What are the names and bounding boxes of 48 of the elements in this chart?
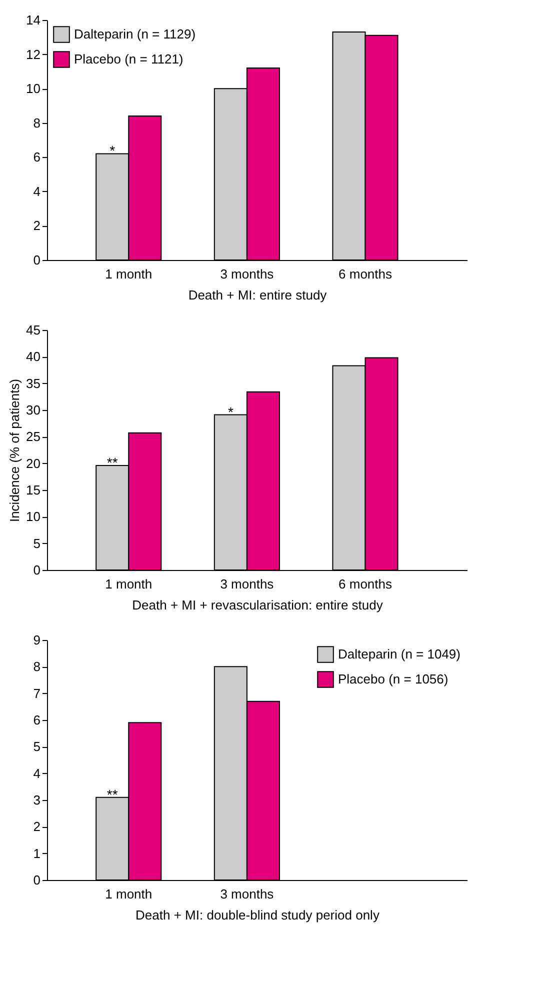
y-tick-label: 14 [26, 12, 40, 28]
x-tick-label: 3 months [220, 266, 274, 282]
x-tick-label: 1 month [105, 886, 152, 902]
y-tick-label: 0 [33, 562, 40, 578]
y-tick-label: 10 [26, 509, 40, 524]
legend-label: Placebo (n = 1056) [338, 672, 448, 686]
x-tick-label: 3 months [220, 576, 274, 592]
y-tick-label: 10 [26, 81, 40, 96]
y-tick-label: 9 [33, 632, 40, 648]
annotation: ** [106, 786, 118, 802]
y-tick-label: 35 [26, 376, 40, 391]
x-axis-title: Death + MI + revascularisation: entire study [132, 598, 384, 612]
y-tick-label: 8 [33, 115, 40, 130]
y-tick-label: 15 [26, 482, 40, 498]
x-tick-label: 1 month [105, 266, 152, 282]
x-tick-label: 6 months [338, 266, 392, 282]
y-tick-label: 1 [33, 846, 40, 861]
x-tick-label: 3 months [220, 886, 274, 902]
x-axis-title: Death + MI: entire study [188, 288, 328, 302]
x-tick-label: 1 month [105, 576, 152, 592]
legend-label: Dalteparin (n = 1129) [74, 26, 196, 42]
y-tick-label: 5 [33, 739, 40, 754]
y-tick-label: 0 [33, 252, 40, 268]
y-tick-label: 4 [33, 766, 40, 781]
y-tick-label: 30 [26, 402, 40, 418]
annotation: * [110, 142, 116, 159]
legend-label: Dalteparin (n = 1049) [338, 646, 460, 662]
y-tick-label: 6 [33, 150, 40, 165]
y-tick-label: 45 [26, 322, 40, 338]
y-axis-title: Incidence (% of patients) [7, 378, 22, 522]
annotation: ** [106, 454, 118, 470]
x-tick-label: 6 months [338, 576, 392, 592]
legend-label: Placebo (n = 1121) [74, 52, 184, 66]
x-axis-title: Death + MI: double-blind study period only [136, 908, 380, 922]
y-tick-label: 12 [26, 46, 40, 62]
y-tick-label: 5 [33, 536, 40, 551]
y-tick-label: 6 [33, 712, 40, 728]
y-tick-label: 4 [33, 184, 40, 199]
y-tick-label: 2 [33, 819, 40, 834]
y-tick-label: 3 [33, 792, 40, 808]
y-tick-label: 8 [33, 659, 40, 674]
y-tick-label: 7 [33, 686, 40, 701]
y-tick-label: 2 [33, 218, 40, 234]
annotation: * [228, 404, 234, 420]
y-tick-label: 0 [33, 872, 40, 888]
y-tick-label: 40 [26, 349, 40, 364]
y-tick-label: 20 [26, 456, 40, 471]
y-tick-label: 25 [26, 429, 40, 444]
